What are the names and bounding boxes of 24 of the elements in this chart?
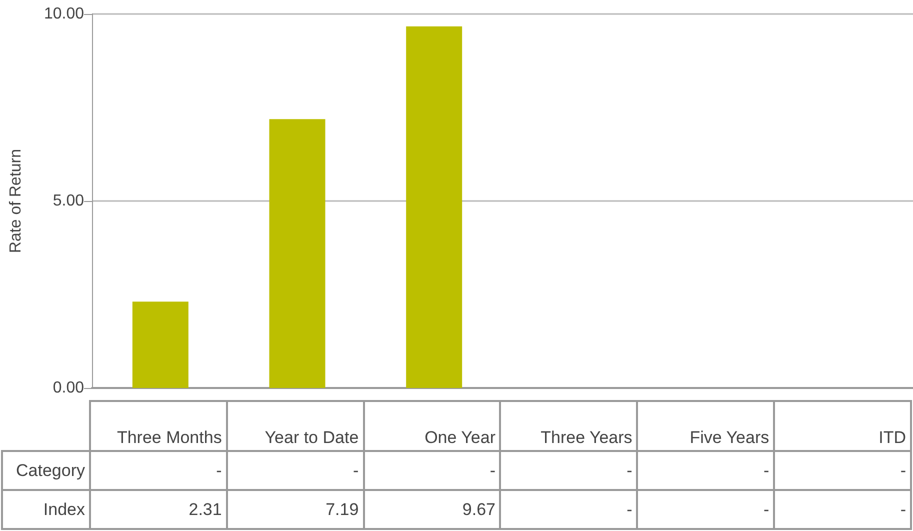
x-tick-label: Three Months bbox=[90, 401, 227, 451]
data-label: 2.31 bbox=[90, 490, 227, 529]
text: - bbox=[490, 460, 496, 480]
x-tick-label: Five Years bbox=[637, 401, 774, 451]
text: Index bbox=[2, 490, 90, 529]
y-tick-label: 10.00 bbox=[44, 6, 84, 22]
text: - bbox=[900, 460, 906, 480]
text: - bbox=[216, 460, 222, 480]
x-tick-label: One Year bbox=[364, 401, 500, 451]
text: Category bbox=[2, 451, 90, 490]
text: - bbox=[352, 460, 359, 480]
y-tick-label: 0.00 bbox=[52, 380, 84, 396]
y-axis-title: Rate of Return bbox=[8, 148, 24, 254]
x-tick-label: Year to Date bbox=[226, 401, 364, 451]
text: - bbox=[763, 460, 770, 480]
y-tick-label: 5.00 bbox=[52, 192, 84, 210]
text: - bbox=[626, 460, 632, 480]
x-tick-label: ITD bbox=[774, 401, 911, 451]
text: - bbox=[900, 500, 906, 518]
data-label: 7.19 bbox=[226, 490, 364, 529]
text: - bbox=[763, 500, 770, 518]
text: - bbox=[626, 500, 632, 518]
data-label: 9.67 bbox=[364, 490, 500, 529]
x-tick-label: Three Years bbox=[500, 401, 638, 451]
